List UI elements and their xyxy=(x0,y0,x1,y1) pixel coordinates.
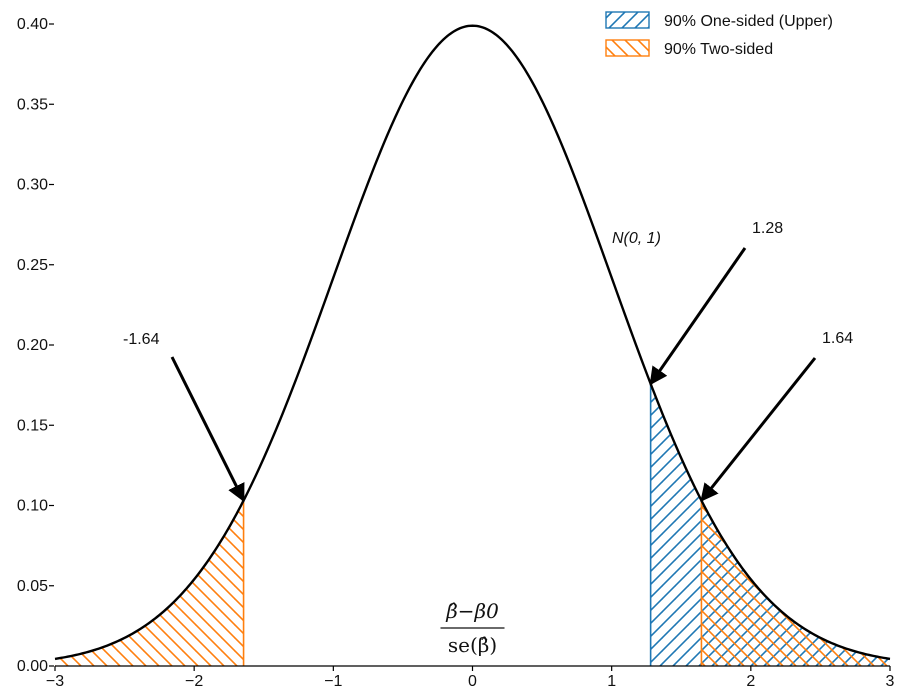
x-axis-label-denominator: se(β̂) xyxy=(448,633,497,657)
annotation-label: 1.28 xyxy=(752,220,783,237)
x-tick-label: −1 xyxy=(324,673,342,690)
legend: 90% One-sided (Upper) 90% Two-sided xyxy=(605,11,833,58)
normal-curve xyxy=(54,24,891,661)
x-axis-label-numerator: β̂−β0 xyxy=(445,599,499,623)
annotation-arrow xyxy=(649,247,747,386)
x-axis-ticks: −3 −2 −1 0 1 2 3 xyxy=(46,666,895,690)
y-tick-label: 0.40 xyxy=(17,16,48,33)
annotation-label: -1.64 xyxy=(123,331,160,348)
two-sided-region-right xyxy=(701,500,890,666)
y-tick-label: 0.35 xyxy=(17,96,48,113)
y-tick-label: 0.10 xyxy=(17,498,48,515)
y-tick-label: 0.05 xyxy=(17,578,48,595)
annotations: -1.64 1.28 1.64 xyxy=(123,220,853,503)
x-tick-label: −2 xyxy=(185,673,203,690)
legend-label: 90% Two-sided xyxy=(664,41,773,58)
x-tick-label: −3 xyxy=(46,673,64,690)
x-tick-label: 2 xyxy=(746,673,755,690)
legend-label: 90% One-sided (Upper) xyxy=(664,13,833,30)
x-axis-label: β̂−β0 se(β̂) xyxy=(440,599,505,657)
legend-swatch xyxy=(605,11,650,29)
two-sided-region-left xyxy=(55,500,244,666)
y-axis-ticks: 0.00 0.05 0.10 0.15 0.20 0.25 0.30 0.35 0.40 xyxy=(17,16,54,675)
x-tick-label: 1 xyxy=(607,673,616,690)
x-tick-label: 3 xyxy=(886,673,895,690)
legend-swatch xyxy=(605,39,650,57)
x-tick-label: 0 xyxy=(468,673,477,690)
y-tick-label: 0.15 xyxy=(17,417,48,434)
annotation-arrow xyxy=(170,356,245,503)
y-tick-label: 0.20 xyxy=(17,337,48,354)
y-tick-label: 0.30 xyxy=(17,177,48,194)
shaded-regions xyxy=(55,383,890,666)
curve-label: N(0, 1) xyxy=(612,230,661,247)
y-tick-label: 0.00 xyxy=(17,658,48,675)
annotation-arrow xyxy=(700,357,817,502)
annotation-label: 1.64 xyxy=(822,330,853,347)
y-tick-label: 0.25 xyxy=(17,257,48,274)
